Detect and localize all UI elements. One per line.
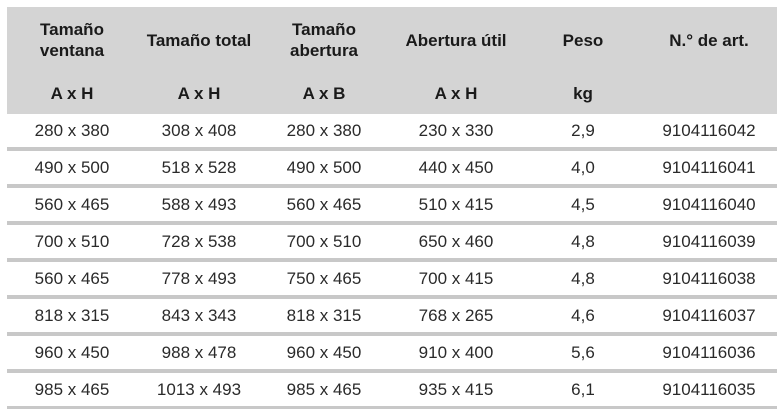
cell-article-number: 9104116040 (641, 186, 777, 225)
table-row: 985 x 465 1013 x 493 985 x 465 935 x 415 6,1… (7, 371, 777, 409)
cell-weight: 2,9 (525, 114, 641, 151)
cell-window-size: 960 x 450 (7, 334, 137, 373)
cell-weight: 6,1 (525, 371, 641, 409)
header-label-row: Tamaño ventana Tamaño total Tamaño abert… (7, 7, 777, 73)
table-row: 818 x 315 843 x 343 818 x 315 768 x 265 4,6 9… (7, 297, 777, 336)
table-row: 490 x 500 518 x 528 490 x 500 440 x 450 4,0 9… (7, 149, 777, 188)
unit-weight: kg (525, 73, 641, 114)
header-total-size: Tamaño total (137, 7, 261, 73)
cell-total-size: 988 x 478 (137, 334, 261, 373)
header-window-size: Tamaño ventana (7, 7, 137, 73)
cell-useful-opening: 230 x 330 (387, 114, 525, 151)
cell-article-number: 9104116035 (641, 371, 777, 409)
cell-opening-size: 960 x 450 (261, 334, 387, 373)
unit-opening-size: A x B (261, 73, 387, 114)
cell-article-number: 9104116036 (641, 334, 777, 373)
cell-window-size: 560 x 465 (7, 260, 137, 299)
cell-opening-size: 700 x 510 (261, 223, 387, 262)
cell-useful-opening: 650 x 460 (387, 223, 525, 262)
unit-useful-opening: A x H (387, 73, 525, 114)
unit-article-number (641, 73, 777, 114)
cell-total-size: 588 x 493 (137, 186, 261, 225)
cell-article-number: 9104116037 (641, 297, 777, 336)
table-row: 560 x 465 778 x 493 750 x 465 700 x 415 4,8 9… (7, 260, 777, 299)
cell-useful-opening: 440 x 450 (387, 149, 525, 188)
cell-useful-opening: 768 x 265 (387, 297, 525, 336)
cell-opening-size: 280 x 380 (261, 114, 387, 151)
cell-weight: 4,0 (525, 149, 641, 188)
cell-total-size: 518 x 528 (137, 149, 261, 188)
cell-total-size: 778 x 493 (137, 260, 261, 299)
table-row: 960 x 450 988 x 478 960 x 450 910 x 400 5,6 9… (7, 334, 777, 373)
table-header: Tamaño ventana Tamaño total Tamaño abert… (7, 7, 777, 114)
cell-useful-opening: 510 x 415 (387, 186, 525, 225)
cell-window-size: 490 x 500 (7, 149, 137, 188)
cell-total-size: 843 x 343 (137, 297, 261, 336)
cell-total-size: 308 x 408 (137, 114, 261, 151)
cell-window-size: 560 x 465 (7, 186, 137, 225)
cell-opening-size: 560 x 465 (261, 186, 387, 225)
product-table-container: Tamaño ventana Tamaño total Tamaño abert… (7, 7, 777, 409)
header-article-number: N.° de art. (641, 7, 777, 73)
cell-article-number: 9104116039 (641, 223, 777, 262)
cell-article-number: 9104116041 (641, 149, 777, 188)
cell-opening-size: 750 x 465 (261, 260, 387, 299)
header-weight: Peso (525, 7, 641, 73)
cell-article-number: 9104116042 (641, 114, 777, 151)
table-body: 280 x 380 308 x 408 280 x 380 230 x 330 2,9 9… (7, 114, 777, 409)
cell-window-size: 280 x 380 (7, 114, 137, 151)
cell-weight: 4,8 (525, 223, 641, 262)
cell-useful-opening: 910 x 400 (387, 334, 525, 373)
cell-total-size: 728 x 538 (137, 223, 261, 262)
cell-opening-size: 818 x 315 (261, 297, 387, 336)
cell-opening-size: 490 x 500 (261, 149, 387, 188)
cell-total-size: 1013 x 493 (137, 371, 261, 409)
cell-weight: 5,6 (525, 334, 641, 373)
cell-window-size: 700 x 510 (7, 223, 137, 262)
table-row: 560 x 465 588 x 493 560 x 465 510 x 415 4,5 9… (7, 186, 777, 225)
window-size-table: Tamaño ventana Tamaño total Tamaño abert… (7, 7, 777, 409)
cell-weight: 4,6 (525, 297, 641, 336)
cell-article-number: 9104116038 (641, 260, 777, 299)
unit-total-size: A x H (137, 73, 261, 114)
cell-weight: 4,5 (525, 186, 641, 225)
cell-window-size: 985 x 465 (7, 371, 137, 409)
cell-useful-opening: 700 x 415 (387, 260, 525, 299)
unit-window-size: A x H (7, 73, 137, 114)
cell-window-size: 818 x 315 (7, 297, 137, 336)
cell-useful-opening: 935 x 415 (387, 371, 525, 409)
header-useful-opening: Abertura útil (387, 7, 525, 73)
table-row: 280 x 380 308 x 408 280 x 380 230 x 330 2,9 9… (7, 114, 777, 151)
cell-opening-size: 985 x 465 (261, 371, 387, 409)
cell-weight: 4,8 (525, 260, 641, 299)
table-row: 700 x 510 728 x 538 700 x 510 650 x 460 4,8 9… (7, 223, 777, 262)
header-unit-row: A x H A x H A x B A x H kg (7, 73, 777, 114)
header-opening-size: Tamaño abertura (261, 7, 387, 73)
